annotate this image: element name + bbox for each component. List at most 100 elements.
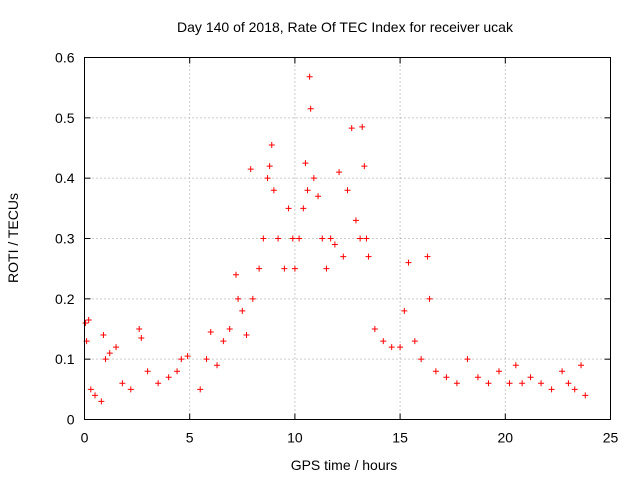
data-point — [264, 175, 271, 182]
data-point — [119, 380, 126, 387]
data-point — [174, 368, 181, 375]
data-point — [268, 141, 275, 148]
data-point — [220, 338, 227, 345]
data-point — [371, 326, 378, 332]
data-point — [424, 253, 431, 260]
y-tick-label: 0.3 — [55, 231, 75, 247]
data-point — [184, 353, 191, 360]
data-point — [82, 319, 89, 326]
data-point — [256, 265, 263, 272]
data-point — [397, 344, 404, 351]
data-point — [388, 344, 395, 351]
y-tick-label: 0 — [67, 412, 75, 428]
data-point — [426, 295, 433, 302]
data-point — [85, 316, 92, 323]
x-tick-label: 20 — [498, 430, 514, 446]
data-point — [260, 235, 267, 242]
x-axis-label: GPS time / hours — [291, 457, 398, 473]
data-point — [197, 386, 204, 393]
data-point — [331, 241, 338, 248]
x-tick-label: 25 — [603, 430, 619, 446]
data-point — [464, 356, 471, 363]
data-point — [361, 163, 368, 170]
y-tick-label: 0.2 — [55, 291, 75, 307]
data-points — [82, 73, 589, 405]
data-point — [340, 253, 347, 260]
y-axis-label: ROTI / TECUs — [5, 193, 21, 283]
data-point — [352, 217, 359, 224]
x-tick-label: 5 — [186, 430, 194, 446]
y-tick-label: 0.1 — [55, 351, 75, 367]
data-point — [418, 356, 425, 363]
data-point — [165, 374, 172, 381]
data-point — [266, 163, 273, 170]
data-point — [207, 329, 214, 336]
data-point — [401, 307, 408, 314]
data-point — [226, 326, 233, 332]
data-point — [319, 235, 326, 242]
data-point — [506, 380, 513, 387]
data-point — [127, 386, 134, 393]
data-point — [289, 235, 296, 242]
data-point — [144, 368, 151, 375]
data-point — [538, 380, 545, 387]
data-point — [310, 175, 317, 182]
data-point — [136, 326, 143, 332]
data-point — [113, 344, 120, 351]
data-point — [365, 253, 372, 260]
data-point — [582, 392, 589, 399]
data-point — [304, 187, 311, 194]
data-point — [359, 123, 366, 130]
data-point — [100, 332, 107, 339]
data-point — [323, 265, 330, 272]
data-point — [559, 368, 566, 375]
data-point — [87, 386, 94, 393]
data-point — [411, 338, 418, 345]
data-point — [102, 356, 109, 363]
data-point — [239, 307, 246, 314]
data-point — [232, 271, 239, 278]
data-point — [270, 187, 277, 194]
data-point — [275, 235, 282, 242]
x-tick-label: 15 — [392, 430, 408, 446]
data-point — [336, 169, 343, 176]
data-point — [432, 368, 439, 375]
data-point — [405, 259, 412, 266]
data-point — [348, 125, 355, 132]
data-point — [380, 338, 387, 345]
data-point — [203, 356, 210, 363]
data-point — [249, 295, 256, 302]
data-point — [235, 295, 242, 302]
data-point — [571, 386, 578, 393]
y-tick-label: 0.6 — [55, 50, 75, 66]
data-point — [296, 235, 303, 242]
axis-ticks: 0 0.1 0.2 0.3 0.4 0.5 0.6 0 5 10 15 20 25 — [55, 50, 618, 446]
y-tick-label: 0.5 — [55, 110, 75, 126]
chart-title: Day 140 of 2018, Rate Of TEC Index for r… — [177, 19, 514, 35]
data-point — [485, 380, 492, 387]
data-point — [443, 374, 450, 381]
data-point — [285, 205, 292, 212]
data-point — [138, 335, 145, 342]
data-point — [578, 362, 585, 369]
data-point — [512, 362, 519, 369]
data-point — [327, 235, 334, 242]
data-point — [306, 73, 313, 80]
data-point — [243, 332, 250, 339]
data-point — [302, 160, 309, 167]
data-point — [98, 398, 105, 405]
data-point — [247, 166, 254, 173]
data-point — [565, 380, 572, 387]
data-point — [315, 193, 322, 200]
data-point — [548, 386, 555, 393]
data-point — [357, 235, 364, 242]
grid-lines — [84, 57, 611, 420]
data-point — [281, 265, 288, 272]
x-tick-label: 0 — [81, 430, 89, 446]
data-point — [474, 374, 481, 381]
y-tick-label: 0.4 — [55, 170, 75, 186]
data-point — [178, 356, 185, 363]
data-point — [106, 350, 113, 357]
data-point — [155, 380, 162, 387]
